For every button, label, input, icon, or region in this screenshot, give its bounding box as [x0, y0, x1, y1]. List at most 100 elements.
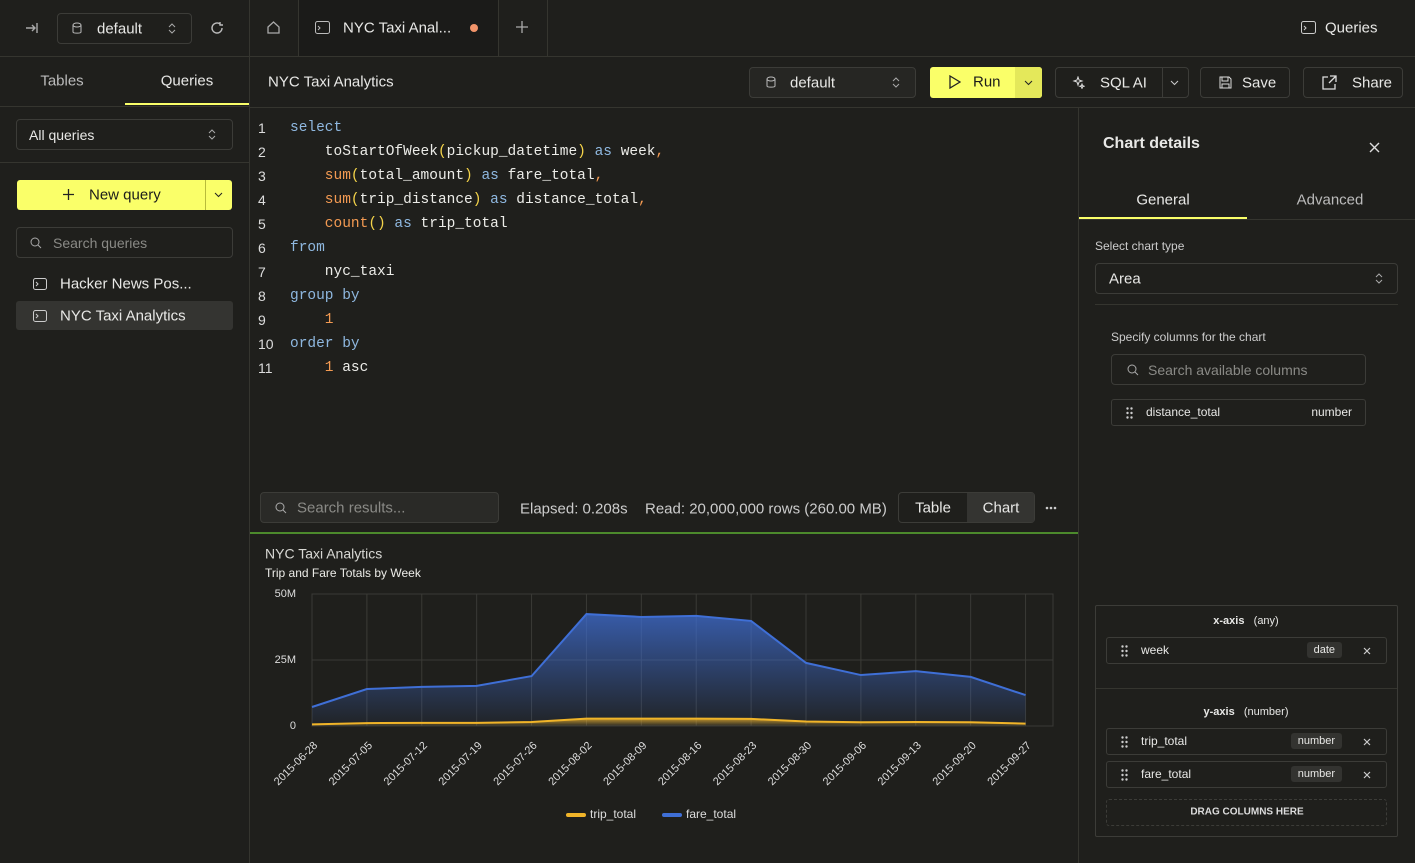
code-token: fare_total — [508, 168, 595, 184]
code-line: group by — [290, 284, 360, 308]
home-icon[interactable] — [266, 20, 281, 35]
line-number: 10 — [258, 332, 274, 356]
close-icon[interactable] — [1369, 142, 1380, 153]
x-tick-label: 2015-07-26 — [491, 740, 539, 788]
save-icon — [1219, 76, 1232, 89]
database-name: default — [97, 21, 142, 38]
database-select[interactable]: default — [57, 13, 192, 44]
queries-button[interactable]: Queries — [1325, 20, 1378, 37]
column-name: trip_total — [1141, 734, 1187, 748]
code-token: ) — [577, 144, 586, 160]
code-token: ( — [438, 144, 447, 160]
axis-label: x-axis — [1213, 615, 1244, 627]
code-token: , — [638, 192, 647, 208]
tab-title: NYC Taxi Anal... — [343, 20, 451, 37]
divider — [1096, 688, 1397, 689]
new-query-button[interactable]: New query — [17, 180, 232, 210]
y-tick-label: 0 — [290, 720, 296, 732]
code-token: ( — [351, 168, 360, 184]
x-tick-label: 2015-07-12 — [382, 740, 430, 788]
active-tab-underline — [125, 103, 249, 105]
code-token: as — [386, 216, 421, 232]
remove-icon[interactable] — [1363, 647, 1371, 655]
db-icon — [72, 22, 82, 35]
code-token: toStartOfWeek — [290, 144, 438, 160]
remove-icon[interactable] — [1363, 771, 1371, 779]
code-token: sum — [290, 192, 351, 208]
axis-column[interactable]: trip_totalnumber — [1106, 728, 1387, 755]
drop-zone-label: DRAG COLUMNS HERE — [1190, 807, 1303, 818]
view-option[interactable]: Chart — [983, 500, 1020, 517]
new-tab-icon[interactable] — [516, 21, 528, 33]
query-filter[interactable]: All queries — [16, 119, 233, 150]
search-results[interactable]: Search results... — [260, 492, 499, 523]
x-tick-label: 2015-08-30 — [766, 740, 814, 788]
more-icon[interactable] — [1045, 506, 1057, 510]
line-number: 6 — [258, 236, 274, 260]
chevron[interactable] — [214, 192, 223, 198]
drop-zone[interactable]: DRAG COLUMNS HERE — [1106, 799, 1387, 826]
sidebar-tab[interactable]: Tables — [40, 73, 83, 90]
available-column[interactable]: distance_total number — [1111, 399, 1366, 426]
search-columns[interactable]: Search available columns — [1111, 354, 1366, 385]
area — [312, 614, 1026, 726]
code-line: order by — [290, 332, 360, 356]
code-token: trip_total — [421, 216, 508, 232]
query-name: NYC Taxi Analytics — [268, 74, 394, 91]
share-icon — [1322, 75, 1337, 90]
remove-icon[interactable] — [1363, 738, 1371, 746]
queries-icon — [1301, 21, 1316, 34]
chart-type-select[interactable]: Area — [1095, 263, 1398, 294]
panel-tab[interactable]: Advanced — [1297, 192, 1364, 209]
column-type: number — [1291, 766, 1342, 782]
code-token: 1 — [290, 360, 334, 376]
line-number: 1 — [258, 116, 274, 140]
code-token: sum — [290, 168, 351, 184]
code-line: 1 — [290, 308, 334, 332]
share-label: Share — [1352, 75, 1392, 92]
search-queries[interactable]: Search queries — [16, 227, 233, 258]
code-token: as — [586, 144, 621, 160]
axis-column[interactable]: weekdate — [1106, 637, 1387, 664]
search-placeholder: Search queries — [53, 235, 147, 251]
axis-column[interactable]: fare_totalnumber — [1106, 761, 1387, 788]
line-number: 8 — [258, 284, 274, 308]
panel-title: Chart details — [1103, 135, 1200, 153]
code-token: pickup_datetime — [447, 144, 578, 160]
line-number: 3 — [258, 164, 274, 188]
new-query-label: New query — [89, 187, 161, 204]
view-option[interactable]: Table — [915, 500, 951, 517]
plus-icon — [63, 189, 74, 200]
share-button[interactable]: Share — [1303, 67, 1403, 98]
line-number: 4 — [258, 188, 274, 212]
database-select[interactable]: default — [749, 67, 916, 98]
code-line: toStartOfWeek(pickup_datetime) as week, — [290, 140, 664, 164]
drag-handle — [1121, 769, 1128, 781]
query-item[interactable]: NYC Taxi Analytics — [60, 308, 186, 325]
code-token: as — [481, 192, 516, 208]
query-item[interactable]: Hacker News Pos... — [60, 276, 192, 293]
collapse-icon[interactable] — [25, 21, 39, 35]
x-tick-label: 2015-09-20 — [931, 740, 979, 788]
divider — [1079, 219, 1415, 220]
save-button[interactable]: Save — [1200, 67, 1290, 98]
code-token: , — [656, 144, 665, 160]
divider — [1095, 304, 1398, 305]
sql-ai-button[interactable]: SQL AI — [1055, 67, 1189, 98]
field-label: Specify columns for the chart — [1111, 330, 1266, 344]
view-toggle: Table Chart — [898, 492, 1035, 523]
line-number: 11 — [258, 356, 274, 380]
code-line: nyc_taxi — [290, 260, 394, 284]
select-chevron — [208, 128, 216, 141]
sidebar-tab[interactable]: Queries — [161, 73, 214, 90]
code-line: select — [290, 116, 342, 140]
refresh-icon[interactable] — [210, 21, 224, 35]
query-tab[interactable]: NYC Taxi Anal... — [299, 0, 498, 56]
run-button[interactable]: Run — [930, 67, 1042, 98]
panel-tab[interactable]: General — [1136, 192, 1189, 209]
code-token: ( — [351, 192, 360, 208]
chevron[interactable] — [1170, 80, 1179, 86]
y-tick-label: 50M — [275, 588, 296, 600]
elapsed: Elapsed: 0.208s — [520, 501, 628, 518]
